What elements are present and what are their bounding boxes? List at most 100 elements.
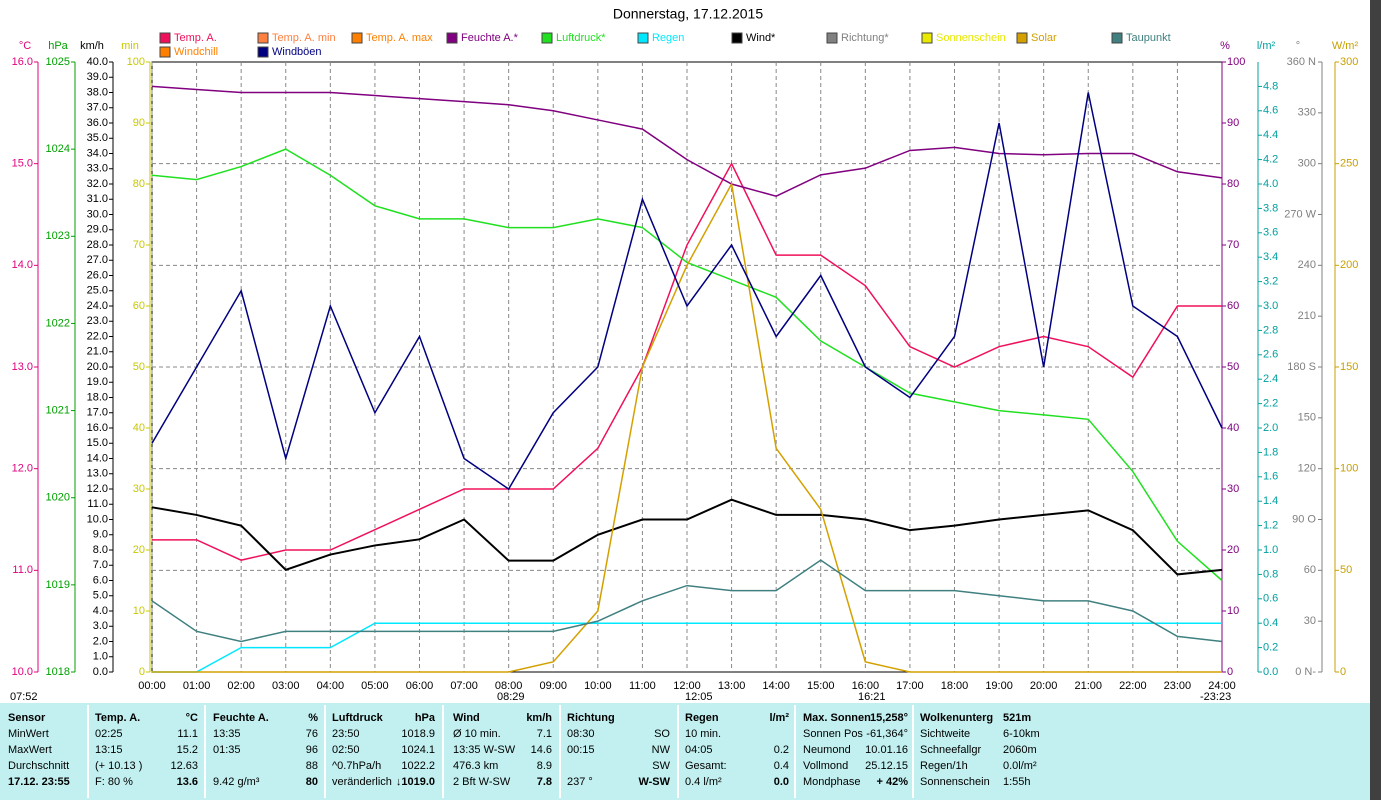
- y-tick-label: 35.0: [87, 132, 108, 144]
- table-cell: 13:35 W-SW: [453, 744, 516, 756]
- axis-unit: °: [1296, 40, 1300, 52]
- table-header: 15,258°: [870, 712, 908, 724]
- y-tick-label: 70: [133, 239, 145, 251]
- y-tick-label: 34.0: [87, 147, 108, 159]
- table-cell: + 42%: [877, 776, 909, 788]
- y-tick-label: 40: [1227, 422, 1239, 434]
- x-tick-label: 20:00: [1030, 680, 1058, 692]
- y-tick-label: 4.4: [1263, 129, 1278, 141]
- y-tick-label: 37.0: [87, 102, 108, 114]
- y-tick-label: 30: [133, 483, 145, 495]
- table-cell: 15.2: [177, 744, 198, 756]
- series-line: [151, 148, 1223, 582]
- legend-swatch: [637, 32, 649, 44]
- legend-swatch: [159, 32, 171, 44]
- y-tick-label: 240: [1298, 259, 1316, 271]
- x-tick-label: 03:00: [272, 680, 300, 692]
- y-tick-label: 10: [1227, 605, 1239, 617]
- y-tick-label: 15.0: [87, 437, 108, 449]
- table-header: 521m: [1003, 712, 1031, 724]
- legend-label: Feuchte A.*: [461, 32, 519, 44]
- y-tick-label: 0 N-: [1295, 666, 1316, 678]
- table-header: Wolkenunterg: [920, 712, 993, 724]
- table-cell: 04:05: [685, 744, 713, 756]
- y-tick-label: 0: [1227, 666, 1233, 678]
- y-tick-label: 10.0: [12, 666, 33, 678]
- table-cell: SO: [654, 728, 670, 740]
- y-tick-label: 80: [133, 178, 145, 190]
- x-tick-label: 16:00: [852, 680, 880, 692]
- table-header: °C: [186, 712, 198, 724]
- table-cell: 7.1: [537, 728, 552, 740]
- table-header: km/h: [526, 712, 552, 724]
- x-tick-label: 01:00: [183, 680, 211, 692]
- y-tick-label: 8.0: [93, 544, 108, 556]
- summary-panel: [0, 703, 1370, 800]
- x-tick-label: 07:00: [450, 680, 478, 692]
- y-tick-label: 200: [1340, 259, 1358, 271]
- y-tick-label: 60: [1304, 564, 1316, 576]
- y-tick-label: 39.0: [87, 71, 108, 83]
- y-tick-label: 0.0: [93, 666, 108, 678]
- table-cell: Ø 10 min.: [453, 728, 501, 740]
- table-cell: NW: [652, 744, 671, 756]
- legend-swatch: [446, 32, 458, 44]
- table-cell: 1022.2: [401, 760, 435, 772]
- table-header: hPa: [415, 712, 436, 724]
- y-tick-label: 3.4: [1263, 251, 1278, 263]
- table-cell: Neumond: [803, 744, 851, 756]
- table-header: l/m²: [769, 712, 789, 724]
- y-tick-label: 12.0: [12, 463, 33, 475]
- y-tick-label: 1.6: [1263, 471, 1278, 483]
- table-cell: 2 Bft W-SW: [453, 776, 511, 788]
- table-cell: MinWert: [8, 728, 49, 740]
- y-tick-label: 15.0: [12, 158, 33, 170]
- table-header: Feuchte A.: [213, 712, 269, 724]
- x-tick-label: 11:00: [629, 680, 656, 692]
- y-tick-label: 12.0: [87, 483, 108, 495]
- y-tick-label: 20: [1227, 544, 1239, 556]
- table-cell: -61,364°: [866, 728, 908, 740]
- x-tick-label: 22:00: [1119, 680, 1147, 692]
- table-cell: (+ 10.13 ): [95, 760, 142, 772]
- series-line: [151, 85, 1223, 197]
- y-tick-label: 80: [1227, 178, 1239, 190]
- sun-time: 16:21: [858, 691, 886, 703]
- y-tick-label: 100: [1340, 463, 1358, 475]
- y-tick-label: 4.2: [1263, 154, 1278, 166]
- y-tick-label: 360 N: [1287, 56, 1316, 68]
- axis-unit: °C: [19, 40, 31, 52]
- table-cell: Schneefallgr: [920, 744, 981, 756]
- axis-unit: km/h: [80, 40, 104, 52]
- legend-label: Solar: [1031, 32, 1057, 44]
- table-cell: 0.0l/m²: [1003, 760, 1037, 772]
- x-tick-label: 23:00: [1164, 680, 1192, 692]
- table-header: Sensor: [8, 712, 46, 724]
- y-tick-label: 0.6: [1263, 593, 1278, 605]
- table-cell: 17.12. 23:55: [8, 776, 70, 788]
- table-cell: F: 80 %: [95, 776, 133, 788]
- y-tick-label: 0.2: [1263, 642, 1278, 654]
- y-tick-label: 3.0: [93, 620, 108, 632]
- y-tick-label: 27.0: [87, 254, 108, 266]
- y-tick-label: 0.4: [1263, 617, 1278, 629]
- y-tick-label: 4.0: [93, 605, 108, 617]
- x-tick-label: 08:00: [495, 680, 523, 692]
- table-header: Max. Sonnen: [803, 712, 871, 724]
- series-line: [152, 162, 1222, 561]
- table-header: Regen: [685, 712, 719, 724]
- y-tick-label: 25.0: [87, 285, 108, 297]
- x-tick-label: 21:00: [1074, 680, 1102, 692]
- table-cell: 7.8: [537, 776, 552, 788]
- x-tick-label: 18:00: [941, 680, 969, 692]
- y-tick-label: 11.0: [12, 564, 33, 576]
- y-tick-label: 28.0: [87, 239, 108, 251]
- y-tick-label: 1018: [46, 666, 70, 678]
- sun-time: 07:52: [10, 691, 38, 703]
- window-edge: [1370, 0, 1381, 800]
- table-cell: 88: [306, 760, 318, 772]
- y-tick-label: 26.0: [87, 269, 108, 281]
